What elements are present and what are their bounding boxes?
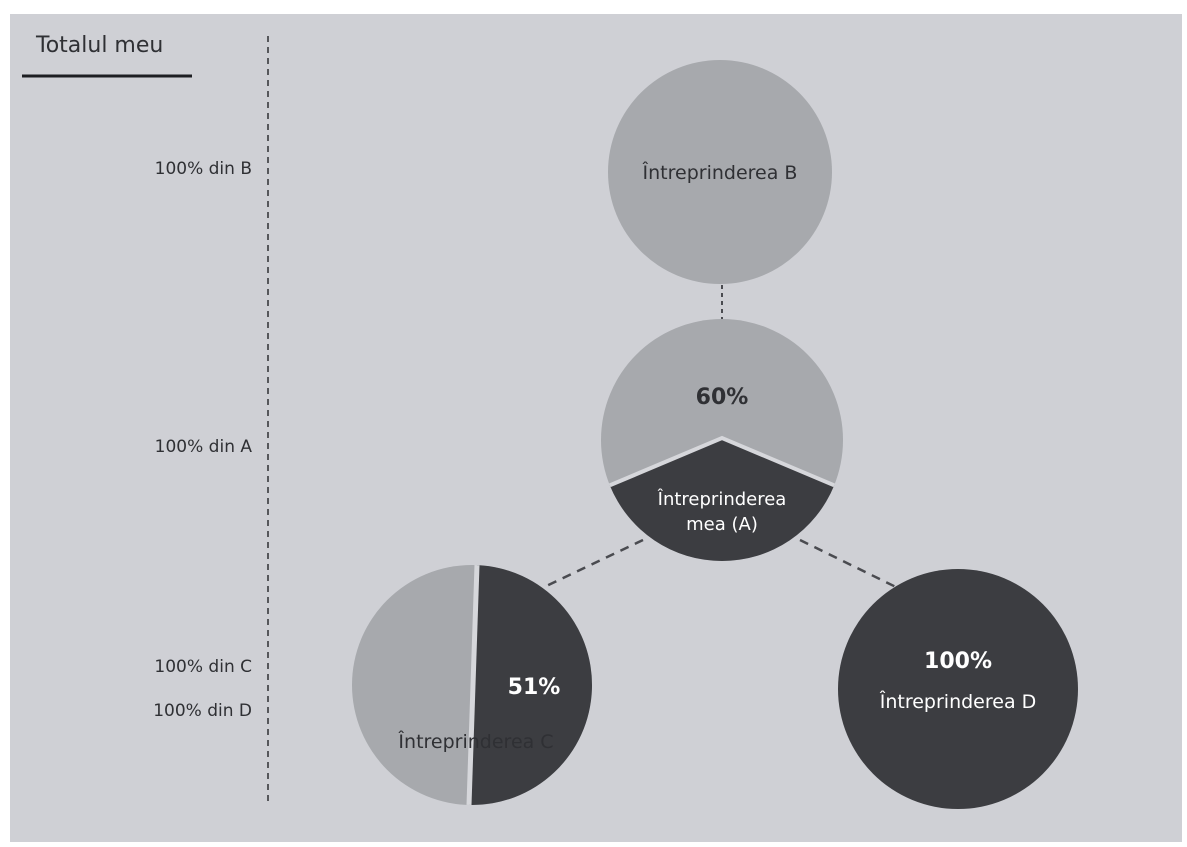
node-a-dark-segment [609, 438, 835, 562]
node-d-circle [838, 569, 1078, 809]
sidebar-row-b: 100% din B [155, 159, 252, 179]
node-d-percent: 100% [924, 649, 992, 674]
node-b-label: Întreprinderea B [642, 161, 798, 184]
node-intreprinderea-b: Întreprinderea B [608, 60, 832, 284]
node-intreprinderea-c: 51% Întreprinderea C [352, 565, 593, 806]
node-intreprinderea-a: 60% Întreprinderea mea (A) [601, 319, 843, 562]
connector-a-c [539, 538, 644, 591]
sidebar-row-d: 100% din D [153, 701, 252, 721]
node-c-label: Întreprinderea C [397, 730, 553, 753]
node-intreprinderea-d: 100% Întreprinderea D [838, 569, 1078, 809]
node-a-label-line2: mea (A) [686, 514, 758, 535]
sidebar: Totalul meu 100% din B 100% din A 100% d… [22, 33, 269, 805]
connector-a-d [799, 538, 899, 590]
node-d-label: Întreprinderea D [879, 690, 1037, 713]
node-b-circle [608, 60, 832, 284]
node-a-divider [609, 435, 835, 488]
node-a-percent: 60% [696, 385, 749, 410]
node-c-percent: 51% [508, 675, 561, 700]
node-c-dark-segment [469, 565, 593, 806]
sidebar-title: Totalul meu [35, 33, 163, 58]
sidebar-row-c: 100% din C [154, 657, 252, 677]
connectors [539, 285, 899, 591]
sidebar-row-a: 100% din A [155, 437, 253, 457]
node-a-label-line1: Întreprinderea [657, 488, 787, 510]
node-c-divider [466, 565, 480, 806]
